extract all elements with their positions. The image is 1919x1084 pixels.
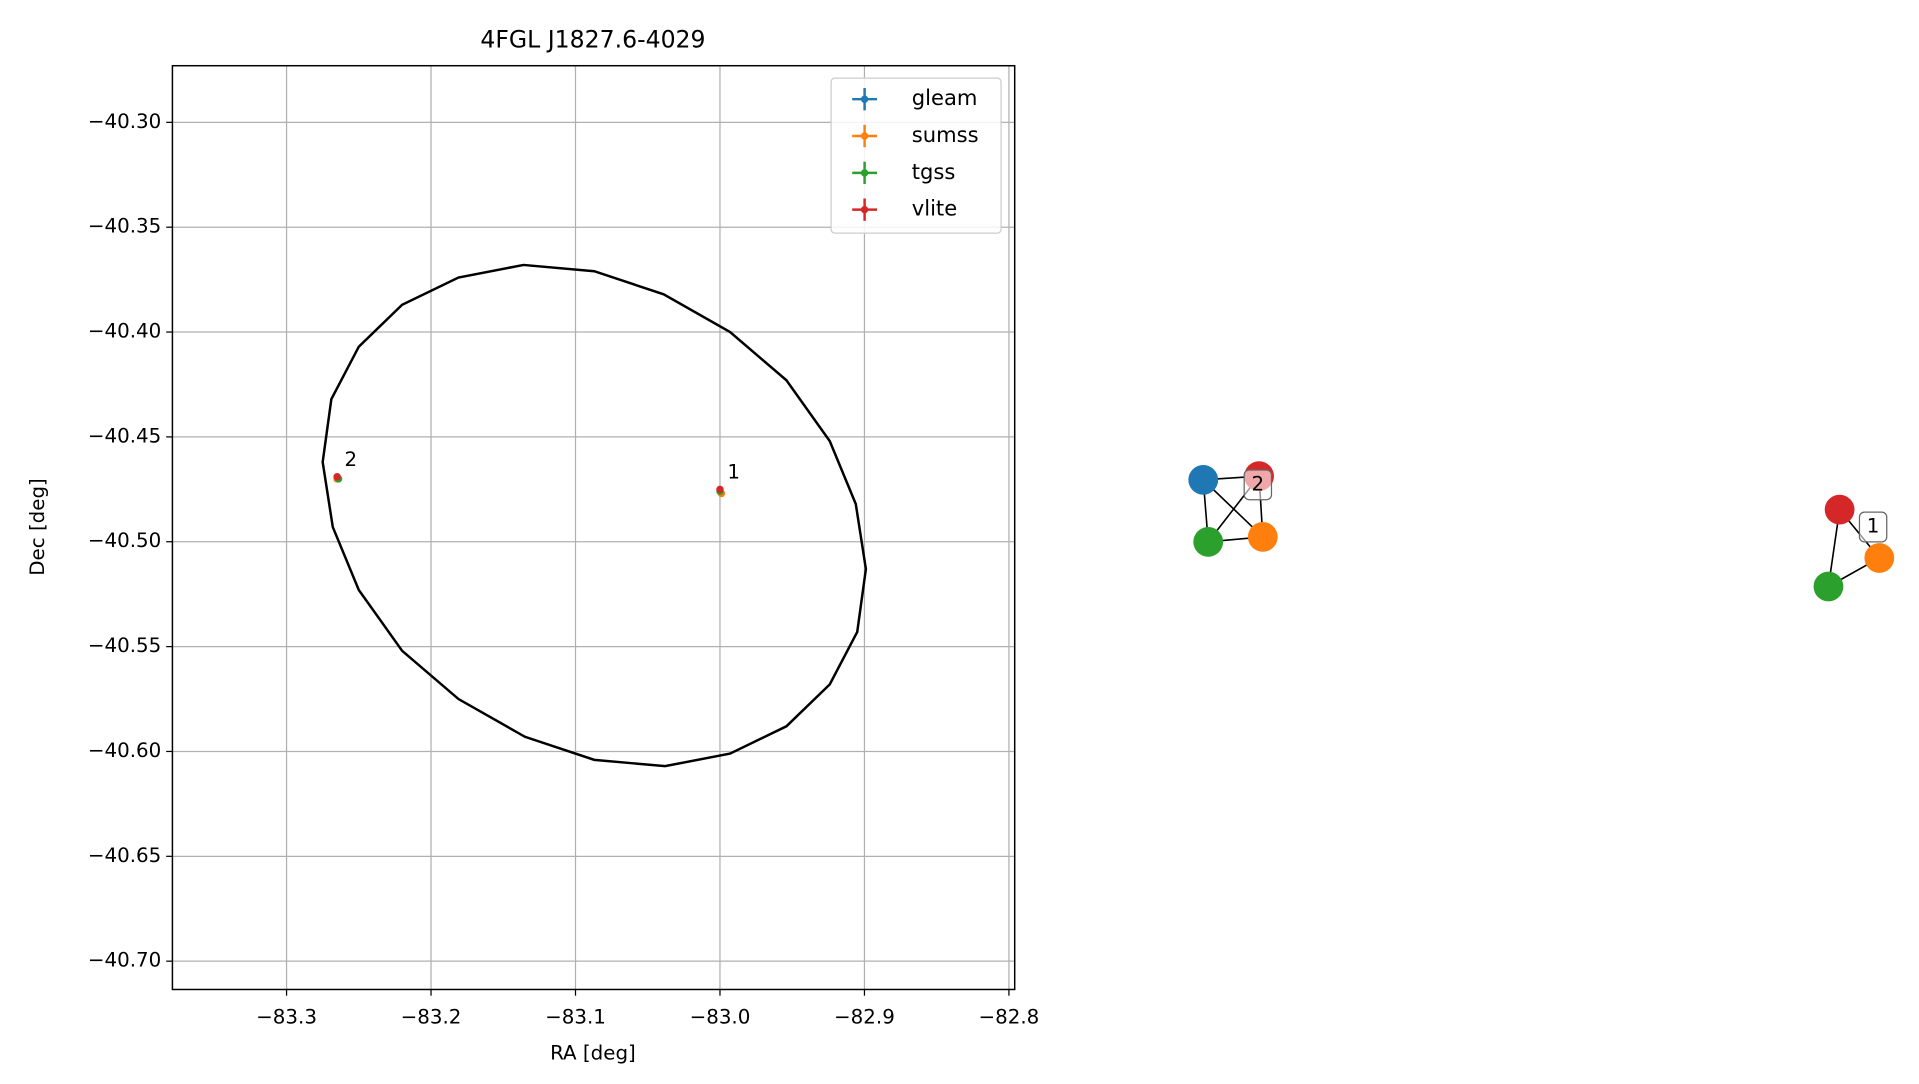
y-tick-label: −40.60 <box>88 739 161 762</box>
y-tick-label: −40.50 <box>88 529 161 552</box>
point-label: 2 <box>345 448 358 471</box>
cluster-label-box <box>1858 511 1888 543</box>
y-axis-label: Dec [deg] <box>26 478 49 575</box>
y-tick-label: −40.45 <box>88 424 161 447</box>
y-tick-label: −40.55 <box>88 634 161 657</box>
node <box>1864 543 1895 573</box>
legend: gleam sumss tgss vlite <box>830 77 1002 234</box>
legend-marker <box>860 169 869 177</box>
axes-frame <box>171 64 1016 991</box>
y-tick-label: −40.70 <box>88 949 161 972</box>
plot-area: −83.3 −83.2 −83.1 −83.0 −82.9 −82.8 −40.30 −40.… <box>88 64 1040 1029</box>
legend-label: sumss <box>912 122 979 147</box>
x-tick-label: −83.2 <box>401 1006 462 1029</box>
legend-label: tgss <box>912 159 956 184</box>
node <box>1193 526 1224 557</box>
y-tick-label: −40.30 <box>88 110 161 133</box>
node <box>1188 464 1219 495</box>
data-point <box>716 485 724 494</box>
network: 2 1 <box>1188 461 1895 602</box>
y-tick-label: −40.35 <box>88 215 161 238</box>
legend-marker <box>860 205 869 214</box>
node <box>1824 494 1855 525</box>
cluster-label: 1 <box>1867 514 1880 537</box>
x-tick-label: −83.0 <box>690 1006 751 1029</box>
node <box>1813 571 1844 602</box>
error-ellipse <box>321 263 868 768</box>
cluster-label-box <box>1243 469 1273 501</box>
x-tick-label: −83.3 <box>256 1006 317 1029</box>
x-tick-label: −82.8 <box>979 1006 1040 1029</box>
x-axis-label: RA [deg] <box>550 1041 636 1064</box>
x-tick-label: −82.9 <box>834 1006 895 1029</box>
y-tick-label: −40.40 <box>88 320 161 343</box>
legend-label: vlite <box>912 196 957 221</box>
data-point <box>333 473 341 481</box>
cluster-label: 2 <box>1252 472 1265 495</box>
chart-title: 4FGL J1827.6-4029 <box>480 25 705 53</box>
legend-marker <box>860 95 869 103</box>
point-label: 1 <box>727 461 740 484</box>
node <box>1247 522 1278 552</box>
y-tick-label: −40.65 <box>88 844 161 867</box>
legend-marker <box>860 132 869 140</box>
legend-box <box>830 77 1002 234</box>
x-tick-label: −83.1 <box>545 1006 606 1029</box>
legend-label: gleam <box>912 85 978 110</box>
